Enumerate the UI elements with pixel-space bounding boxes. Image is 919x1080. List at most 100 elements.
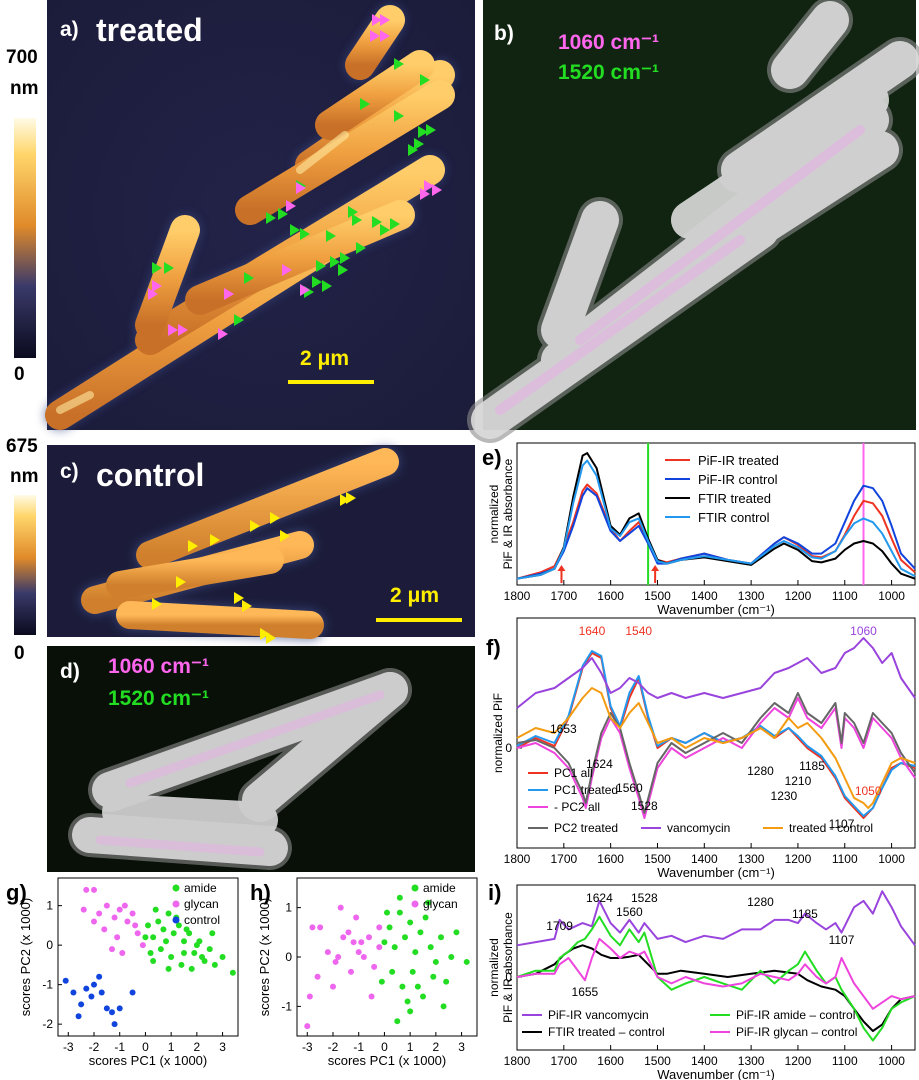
annotation: 1640 (579, 624, 606, 638)
marker-triangle (210, 534, 220, 546)
data-point (211, 961, 218, 968)
marker-triangle (242, 600, 252, 612)
x-tick-label: 1000 (878, 1054, 905, 1068)
data-point (109, 946, 115, 953)
data-point (438, 934, 444, 941)
data-point (78, 1001, 85, 1008)
x-tick-label: -2 (328, 1040, 339, 1054)
data-point (116, 906, 123, 913)
y-tick-label: -1 (42, 978, 53, 992)
marker-triangle (296, 182, 306, 194)
legend-marker (172, 916, 180, 924)
data-point (368, 993, 375, 1000)
marker-triangle (426, 124, 436, 136)
data-point (453, 929, 460, 936)
data-point (116, 1005, 123, 1012)
x-tick-label: 1300 (738, 1054, 765, 1068)
data-point (384, 909, 390, 916)
data-point (376, 944, 383, 951)
marker-triangle (286, 200, 296, 212)
y-axis-label: scores PC2 (x 1000) (18, 898, 33, 1017)
annotation: 1060 (850, 624, 877, 638)
x-tick-label: 1100 (832, 852, 858, 866)
data-point (389, 968, 396, 975)
y-tick-label: -2 (42, 1017, 53, 1031)
marker-triangle (346, 492, 356, 504)
data-point (332, 958, 339, 965)
data-point (340, 934, 347, 941)
marker-triangle (340, 252, 350, 264)
y-tick-label: 1 (285, 901, 292, 915)
legend-label: PiF-IR vancomycin (548, 1008, 649, 1022)
marker-triangle (152, 598, 162, 610)
x-tick-label: -2 (89, 1040, 100, 1054)
annotation: 1653 (550, 722, 577, 736)
marker-triangle (418, 126, 428, 138)
data-point (443, 978, 450, 985)
x-tick-label: 1600 (597, 589, 624, 603)
data-point (404, 998, 411, 1005)
data-point (407, 919, 414, 926)
data-point (168, 954, 175, 960)
markers-c (152, 492, 356, 644)
data-point (330, 983, 336, 990)
data-point (394, 1018, 401, 1025)
x-tick-label: 1 (407, 1040, 414, 1054)
y-tick-label: -1 (281, 999, 292, 1013)
marker-triangle (414, 138, 424, 150)
marker-triangle (218, 328, 228, 340)
data-point (335, 954, 342, 960)
data-point (407, 1008, 414, 1015)
cbar-c-unit: nm (10, 466, 39, 487)
data-point (124, 918, 131, 925)
x-tick-label: 0 (142, 1040, 149, 1054)
data-point (463, 958, 470, 965)
colorbar-c (14, 495, 36, 635)
data-point (152, 906, 159, 913)
panel-d-line1: 1060 cm⁻¹ (108, 655, 209, 678)
panel-b-letter: b) (494, 22, 514, 45)
marker-triangle (244, 272, 254, 284)
x-axis-label: Wavenumber (cm⁻¹) (657, 602, 775, 617)
legend-label: FTIR treated – control (548, 1025, 665, 1039)
x-tick-label: 1500 (644, 589, 671, 603)
scale-label-a: 2 μm (300, 347, 350, 370)
marker-triangle (420, 74, 430, 86)
x-tick-label: 1300 (738, 589, 765, 603)
legend-label: PiF-IR amide – control (736, 1008, 855, 1022)
marker-triangle (164, 262, 174, 274)
y-tick-label: 0 (505, 741, 512, 755)
marker-triangle (148, 288, 158, 300)
panel-g-letter: g) (6, 880, 27, 905)
x-tick-label: 2 (433, 1040, 440, 1054)
panel-b-line1: 1060 cm⁻¹ (558, 31, 659, 54)
data-point (402, 934, 408, 941)
data-point (414, 983, 421, 990)
data-point (193, 942, 200, 949)
cbar-a-bottom: 0 (14, 364, 25, 385)
chart-e: 1800 1700 1600 1500 1400 1300 1200 1100 1000 Wave… (487, 442, 916, 617)
data-point (91, 918, 97, 925)
annotation: 1107 (829, 933, 855, 947)
plot-frame (516, 617, 916, 849)
marker-triangle (316, 260, 326, 272)
legend-label: amide (184, 881, 217, 895)
data-point (348, 968, 354, 975)
data-point (91, 886, 97, 893)
y-tick-label: 0 (505, 970, 512, 984)
data-point (111, 914, 118, 921)
y-axis-label: PiF & IR absorbance (501, 458, 515, 569)
markers-a (148, 14, 442, 340)
annotation: 1655 (572, 985, 599, 999)
data-point (98, 989, 105, 996)
series-line (516, 452, 916, 580)
data-point (114, 934, 121, 941)
legend-marker (172, 900, 180, 908)
annotation: 1185 (799, 759, 825, 773)
data-point (80, 906, 87, 913)
annotation: 1624 (586, 757, 613, 771)
x-tick-label: 2 (194, 1040, 201, 1054)
data-point (378, 978, 385, 985)
data-point (399, 983, 406, 990)
legend-label: - PC2 all (554, 800, 600, 814)
